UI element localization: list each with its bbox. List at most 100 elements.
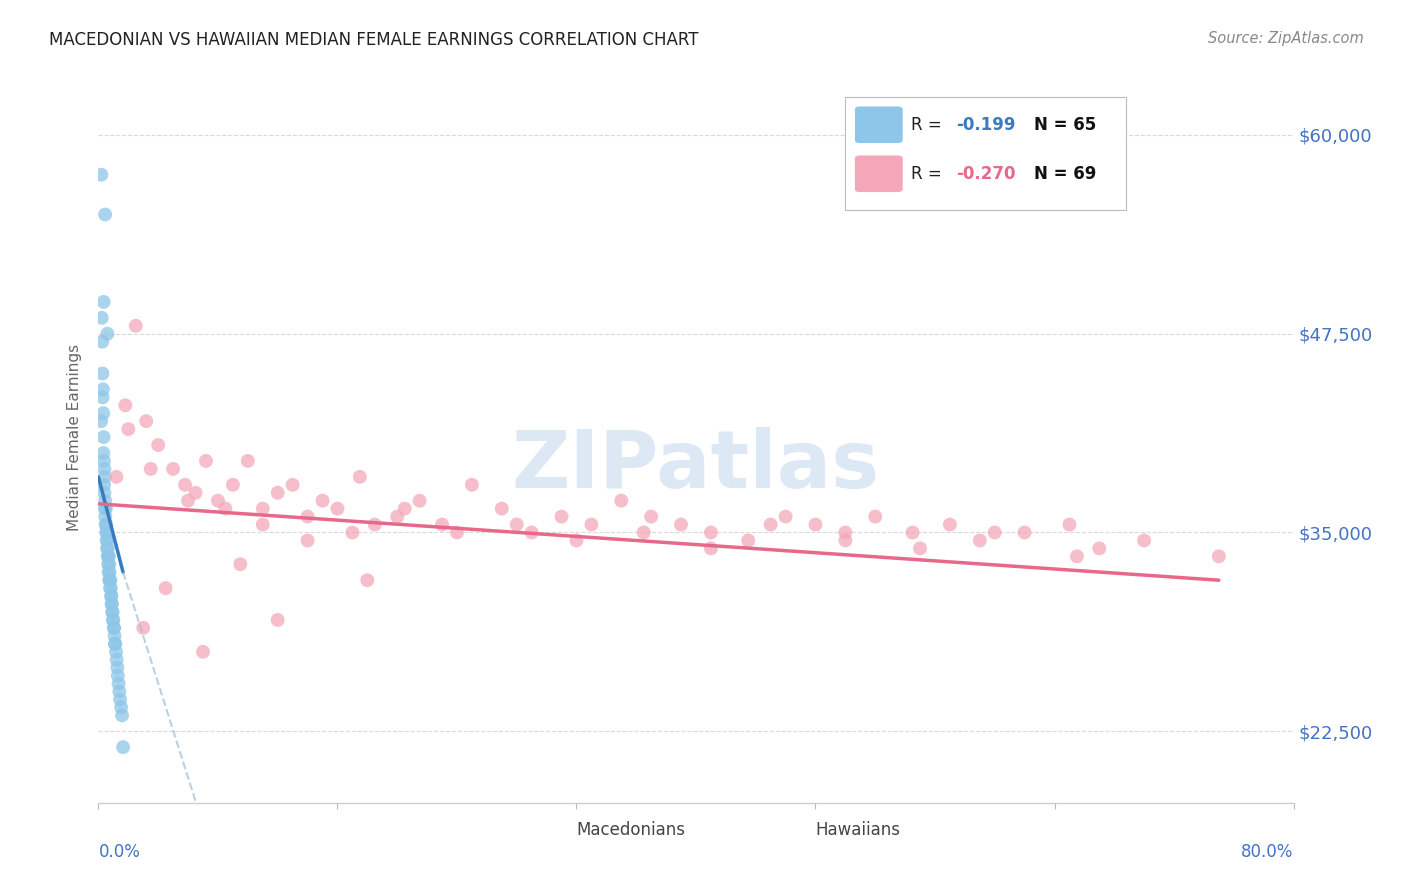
Point (461, 477, 484, 491)
Point (135, 414, 157, 428)
Point (90, 310, 112, 325)
Point (94, 207, 117, 221)
Point (100, 589, 122, 603)
Point (97, 566, 120, 580)
Point (93, 446, 115, 460)
Point (114, 398, 136, 412)
Text: ZIPatlas: ZIPatlas (512, 427, 880, 506)
Point (901, 525, 924, 540)
Point (91, 406, 114, 420)
Point (550, 509, 572, 524)
Point (97, 549, 120, 564)
FancyBboxPatch shape (855, 155, 903, 192)
Point (408, 493, 430, 508)
Point (94, 517, 117, 532)
Point (94, 509, 117, 524)
Text: Hawaiians: Hawaiians (815, 821, 900, 838)
FancyBboxPatch shape (845, 97, 1126, 211)
Point (385, 509, 409, 524)
Point (394, 501, 416, 516)
Point (93, 430, 115, 444)
Point (96, 326, 118, 341)
Point (737, 533, 759, 548)
Point (775, 509, 797, 524)
Point (229, 558, 252, 572)
Point (105, 660, 128, 674)
Point (939, 517, 962, 532)
Point (311, 493, 333, 508)
Text: 80.0%: 80.0% (1241, 843, 1294, 861)
Point (506, 517, 529, 532)
Point (633, 525, 655, 540)
Text: -0.199: -0.199 (956, 116, 1017, 134)
Point (100, 589, 122, 603)
Point (105, 653, 128, 667)
Point (184, 485, 207, 500)
Point (93, 294, 115, 309)
Point (349, 470, 371, 484)
Point (94, 501, 117, 516)
Point (984, 525, 1007, 540)
Point (112, 740, 135, 755)
Point (93, 462, 115, 476)
Point (969, 533, 991, 548)
Y-axis label: Median Female Earnings: Median Female Earnings (67, 343, 83, 531)
Point (105, 645, 128, 659)
Point (1059, 517, 1081, 532)
Point (96, 525, 118, 540)
Point (177, 493, 200, 508)
Point (93, 485, 115, 500)
Point (98, 573, 121, 587)
Point (610, 493, 633, 508)
FancyBboxPatch shape (855, 106, 903, 143)
Point (96, 541, 118, 556)
Text: -0.270: -0.270 (956, 165, 1017, 183)
Point (97, 558, 120, 572)
Point (1133, 533, 1156, 548)
Point (93, 454, 115, 468)
Point (108, 684, 131, 698)
Point (1088, 541, 1111, 556)
Point (281, 477, 304, 491)
Point (139, 462, 162, 476)
Point (98, 573, 122, 587)
Point (107, 676, 129, 690)
Point (565, 533, 588, 548)
Text: Source: ZipAtlas.com: Source: ZipAtlas.com (1208, 31, 1364, 46)
Text: R =: R = (911, 116, 948, 134)
Text: Macedonians: Macedonians (576, 821, 686, 838)
Point (101, 605, 124, 619)
Point (252, 517, 274, 532)
Point (96, 533, 118, 548)
Text: N = 65: N = 65 (1035, 116, 1097, 134)
Point (98, 566, 121, 580)
Point (103, 613, 125, 627)
Point (297, 509, 319, 524)
Point (97, 541, 120, 556)
Point (100, 597, 122, 611)
Point (101, 605, 124, 619)
Point (834, 533, 856, 548)
Point (97, 549, 120, 564)
Point (105, 470, 128, 484)
Point (222, 477, 245, 491)
Point (110, 700, 132, 714)
Point (297, 533, 319, 548)
Point (865, 509, 887, 524)
Point (267, 485, 290, 500)
Point (108, 692, 131, 706)
Point (94, 493, 117, 508)
Point (97, 549, 120, 564)
Point (91, 383, 114, 397)
Point (155, 581, 177, 595)
Point (252, 501, 274, 516)
Point (356, 573, 378, 587)
Point (101, 597, 124, 611)
Point (91, 390, 114, 404)
Point (640, 509, 662, 524)
Point (107, 668, 129, 682)
Point (93, 470, 115, 484)
Point (908, 541, 931, 556)
Point (104, 637, 127, 651)
Point (132, 621, 155, 635)
